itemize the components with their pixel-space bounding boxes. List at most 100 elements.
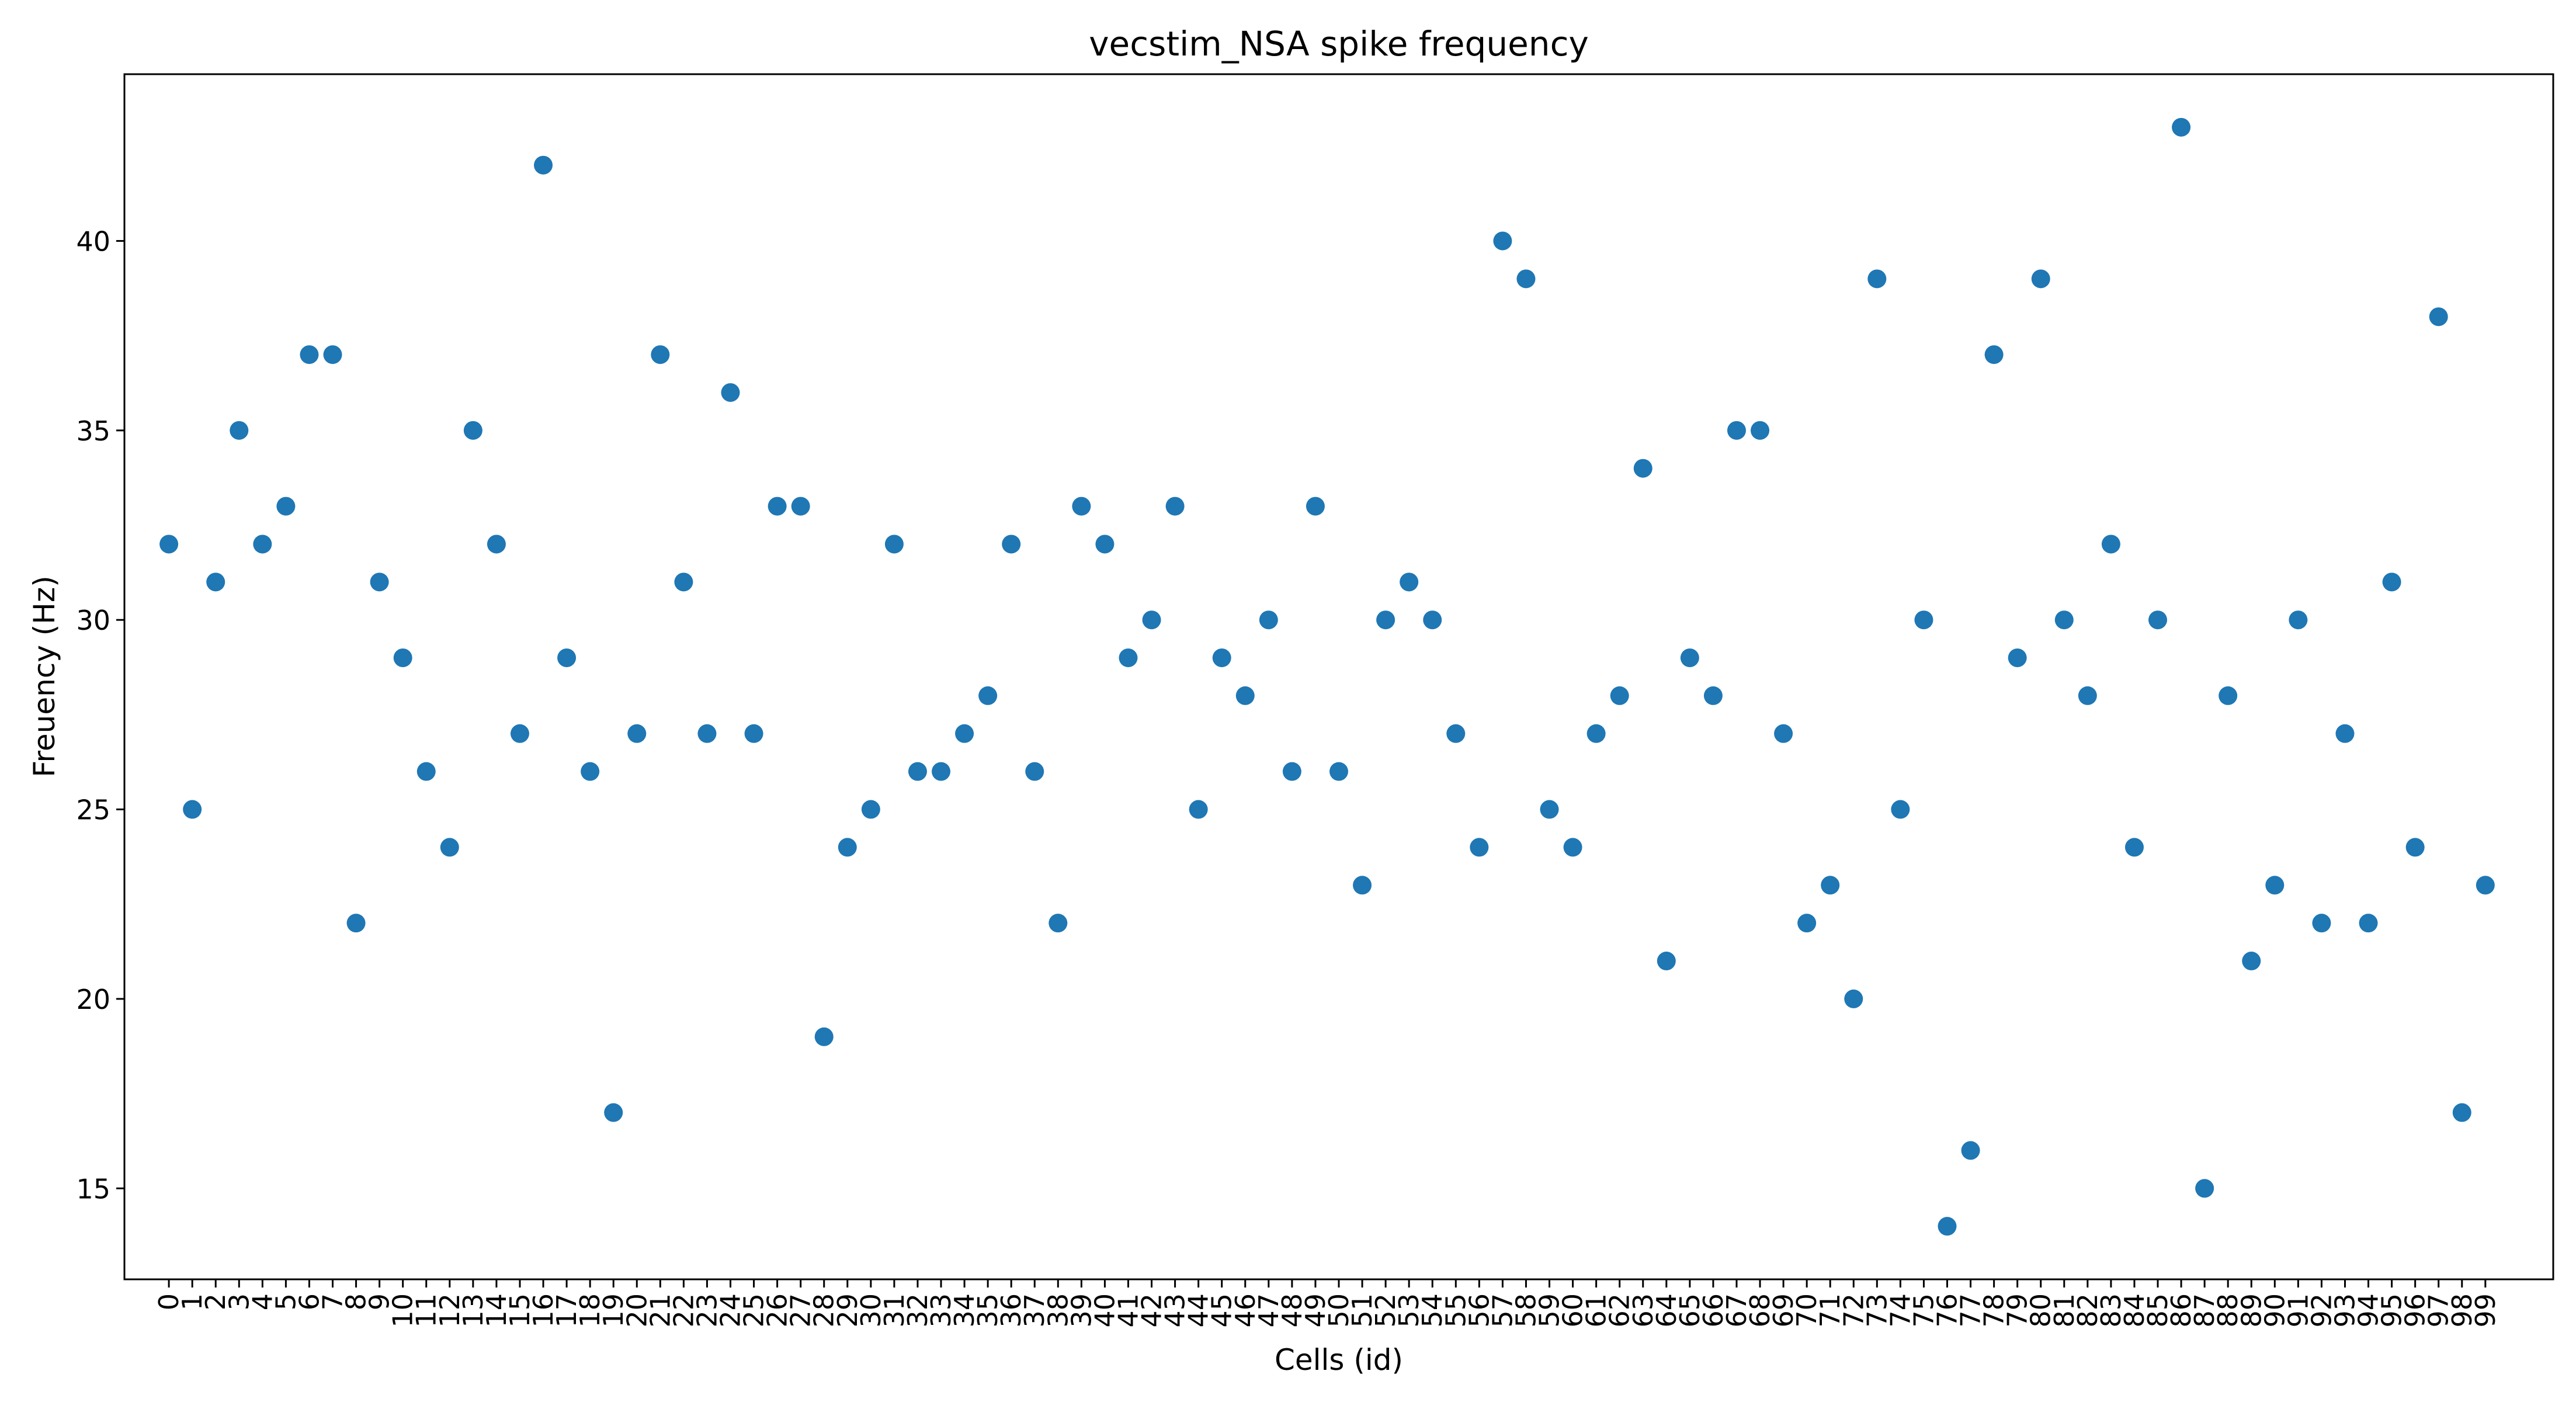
x-tick-label: 66	[1697, 1293, 1729, 1328]
y-tick-label: 15	[76, 1173, 110, 1205]
data-point	[1821, 876, 1840, 895]
x-tick-label: 36	[995, 1293, 1027, 1328]
x-tick-label: 20	[621, 1293, 652, 1328]
data-point	[1680, 648, 1699, 668]
x-tick-label: 42	[1136, 1293, 1168, 1328]
data-point	[463, 421, 482, 440]
data-point	[2124, 838, 2144, 857]
data-point	[955, 724, 974, 743]
data-point	[487, 535, 506, 554]
x-tick-label: 71	[1814, 1293, 1846, 1328]
x-tick-label: 14	[481, 1293, 512, 1328]
data-point	[2382, 572, 2401, 592]
x-tick-label: 59	[1534, 1293, 1565, 1328]
x-tick-label: 83	[2095, 1293, 2127, 1328]
data-point	[932, 762, 951, 781]
x-tick-label: 30	[855, 1293, 887, 1328]
x-tick-label: 41	[1112, 1293, 1144, 1328]
plot-frame	[123, 73, 2554, 1280]
data-point	[1610, 686, 1629, 705]
data-point	[2476, 876, 2495, 895]
x-tick-label: 37	[1019, 1293, 1050, 1328]
data-point	[1563, 838, 1582, 857]
x-tick-label: 72	[1838, 1293, 1869, 1328]
x-tick-label: 31	[879, 1293, 910, 1328]
data-point	[2359, 914, 2378, 933]
x-tick-label: 39	[1065, 1293, 1097, 1328]
data-point	[416, 762, 436, 781]
data-point	[1797, 914, 1817, 933]
x-tick-label: 16	[527, 1293, 559, 1328]
data-point	[2429, 307, 2448, 327]
chart-title: vecstim_NSA spike frequency	[1089, 24, 1589, 64]
data-point	[814, 1027, 834, 1046]
x-tick-label: 28	[808, 1293, 840, 1328]
x-tick-label: 7	[317, 1293, 349, 1310]
x-tick-label: 88	[2212, 1293, 2244, 1328]
data-point	[1072, 497, 1091, 516]
x-tick-label: 85	[2142, 1293, 2174, 1328]
x-tick-label: 95	[2376, 1293, 2408, 1328]
data-point	[1961, 1141, 1980, 1160]
x-tick-label: 47	[1253, 1293, 1284, 1328]
x-tick-label: 54	[1417, 1293, 1448, 1328]
x-tick-label: 70	[1791, 1293, 1822, 1328]
x-tick-label: 81	[2049, 1293, 2080, 1328]
data-point	[1586, 724, 1606, 743]
data-point	[721, 383, 740, 402]
x-tick-label: 1	[176, 1293, 208, 1310]
data-point	[253, 535, 272, 554]
x-tick-label: 46	[1230, 1293, 1261, 1328]
data-point	[697, 724, 717, 743]
x-tick-label: 60	[1557, 1293, 1589, 1328]
data-point	[1189, 800, 1208, 819]
data-point	[1633, 459, 1652, 478]
data-point	[1493, 231, 1512, 251]
data-point	[300, 345, 319, 365]
x-tick-label: 32	[902, 1293, 933, 1328]
x-tick-label: 49	[1300, 1293, 1331, 1328]
x-tick-label: 26	[762, 1293, 793, 1328]
x-tick-label: 68	[1744, 1293, 1776, 1328]
x-tick-label: 65	[1674, 1293, 1706, 1328]
data-point	[1119, 648, 1138, 668]
x-tick-label: 13	[457, 1293, 489, 1328]
x-tick-label: 48	[1276, 1293, 1308, 1328]
x-tick-label: 93	[2329, 1293, 2360, 1328]
data-point	[604, 1103, 623, 1122]
x-tick-label: 45	[1206, 1293, 1238, 1328]
x-tick-label: 40	[1089, 1293, 1120, 1328]
x-tick-label: 12	[434, 1293, 466, 1328]
data-point	[651, 345, 670, 365]
data-point	[2219, 686, 2238, 705]
x-tick-label: 82	[2072, 1293, 2103, 1328]
data-point	[2054, 610, 2074, 630]
x-tick-label: 92	[2306, 1293, 2337, 1328]
x-tick-label: 17	[551, 1293, 582, 1328]
x-tick-label: 2	[200, 1293, 231, 1310]
data-point	[1259, 610, 1278, 630]
x-tick-label: 63	[1627, 1293, 1659, 1328]
x-tick-label: 10	[387, 1293, 419, 1328]
data-point	[534, 155, 553, 175]
data-point	[1025, 762, 1044, 781]
x-tick-label: 27	[785, 1293, 817, 1328]
x-tick-label: 57	[1487, 1293, 1518, 1328]
data-point	[627, 724, 647, 743]
data-point	[1353, 876, 1372, 895]
x-tick-label: 86	[2165, 1293, 2197, 1328]
data-point	[2312, 914, 2331, 933]
data-point	[1867, 269, 1887, 289]
x-tick-label: 23	[691, 1293, 723, 1328]
data-point	[346, 914, 366, 933]
data-point	[206, 572, 225, 592]
x-tick-label: 11	[411, 1293, 442, 1328]
data-point	[581, 762, 600, 781]
data-point	[1142, 610, 1161, 630]
data-point	[1751, 421, 1770, 440]
y-tick-label: 30	[76, 605, 110, 636]
y-tick-label: 25	[76, 794, 110, 826]
data-point	[744, 724, 763, 743]
data-point	[1049, 914, 1068, 933]
x-tick-label: 29	[832, 1293, 863, 1328]
